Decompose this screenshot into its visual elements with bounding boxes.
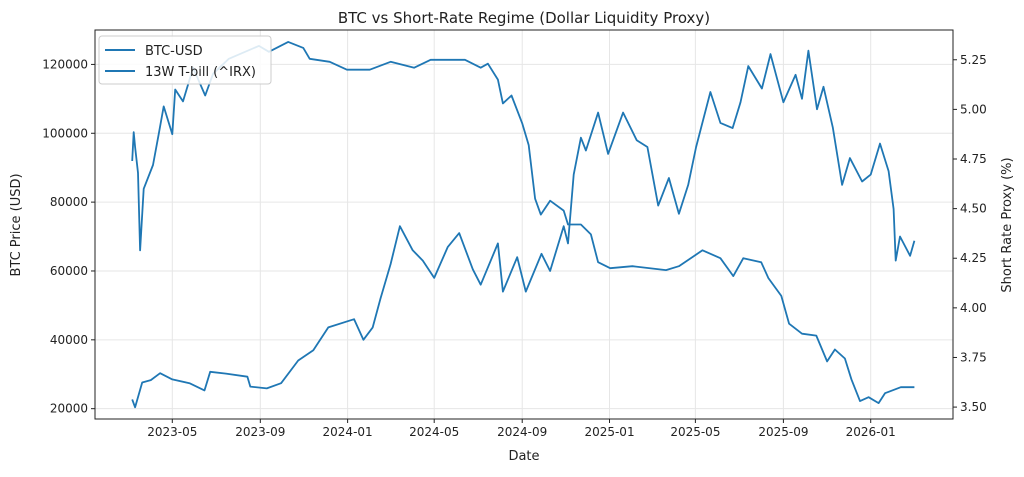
legend-label-irx: 13W T-bill (^IRX) bbox=[145, 65, 256, 80]
y-tick-label: 20000 bbox=[50, 402, 88, 416]
y2-tick-label: 3.50 bbox=[960, 400, 987, 414]
series-line-btc-usd bbox=[131, 49, 916, 409]
y2-tick-label: 4.25 bbox=[960, 251, 987, 265]
x-tick-label: 2023-05 bbox=[147, 425, 197, 439]
y-axis-left: 20000 40000 60000 80000 100000 120000 bbox=[42, 57, 95, 416]
x-tick-label: 2024-01 bbox=[323, 425, 373, 439]
y2-tick-label: 4.00 bbox=[960, 301, 987, 315]
y-axis-label: BTC Price (USD) bbox=[9, 173, 24, 276]
x-tick-label: 2025-05 bbox=[670, 425, 720, 439]
y-tick-label: 120000 bbox=[42, 57, 88, 71]
y2-tick-label: 4.75 bbox=[960, 152, 987, 166]
series-line-13w-tbill bbox=[131, 41, 915, 405]
x-tick-label: 2024-05 bbox=[409, 425, 459, 439]
y-tick-label: 60000 bbox=[50, 264, 88, 278]
y-tick-label: 100000 bbox=[42, 126, 88, 140]
y-tick-label: 40000 bbox=[50, 333, 88, 347]
grid bbox=[95, 30, 953, 419]
y2-tick-label: 5.25 bbox=[960, 53, 987, 67]
x-tick-label: 2026-01 bbox=[846, 425, 896, 439]
y2-axis-label: Short Rate Proxy (%) bbox=[1000, 157, 1015, 292]
x-tick-label: 2025-09 bbox=[758, 425, 808, 439]
x-axis: 2023-05 2023-09 2024-01 2024-05 2024-09 2025-… bbox=[147, 419, 896, 439]
chart-title: BTC vs Short-Rate Regime (Dollar Liquidi… bbox=[338, 9, 710, 27]
legend-box bbox=[98, 35, 272, 85]
y-axis-right: 3.50 3.75 4.00 4.25 4.50 4.75 5.00 5.25 bbox=[953, 53, 987, 414]
x-axis-label: Date bbox=[508, 449, 539, 464]
y2-tick-label: 3.75 bbox=[960, 350, 987, 364]
legend: BTC-USD 13W T-bill (^IRX) bbox=[98, 35, 272, 85]
series-lines bbox=[131, 41, 916, 409]
legend-label-btc: BTC-USD bbox=[145, 44, 203, 59]
y2-tick-label: 5.00 bbox=[960, 102, 987, 116]
x-tick-label: 2025-01 bbox=[584, 425, 634, 439]
y-tick-label: 80000 bbox=[50, 195, 88, 209]
plot-frame bbox=[94, 29, 954, 420]
x-tick-label: 2024-09 bbox=[497, 425, 547, 439]
y2-tick-label: 4.50 bbox=[960, 202, 987, 216]
x-tick-label: 2023-09 bbox=[235, 425, 285, 439]
